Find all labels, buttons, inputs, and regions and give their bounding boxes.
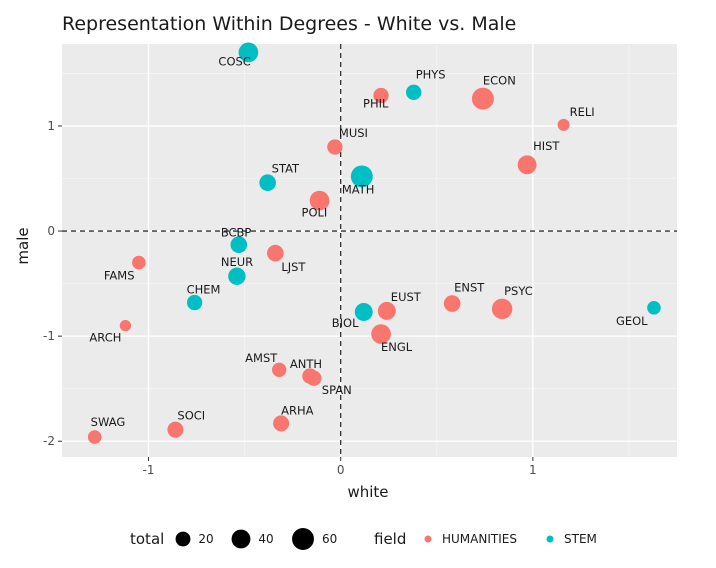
- point-label-enst: ENST: [454, 281, 485, 295]
- point-neur: [228, 267, 246, 285]
- point-span: [306, 370, 322, 386]
- legend: total 20 40 60 field HUMANITIES STEM: [130, 528, 597, 550]
- point-label-ljst: LJST: [281, 260, 306, 274]
- point-label-chem: CHEM: [187, 283, 221, 297]
- reference-lines: [62, 44, 677, 457]
- point-label-reli: RELI: [570, 105, 595, 119]
- point-amst: [271, 362, 287, 377]
- size-legend-label: 60: [322, 532, 337, 546]
- x-axis-ticks: -1 0 1: [143, 457, 537, 477]
- point-fams: [132, 255, 146, 270]
- point-label-econ: ECON: [483, 74, 516, 88]
- point-phys: [406, 84, 422, 101]
- point-label-hist: HIST: [533, 139, 560, 153]
- point-math: [350, 165, 373, 188]
- point-cosc: [238, 42, 259, 63]
- y-axis-ticks: -2 -1 0 1: [43, 119, 62, 448]
- point-label-swag: SWAG: [91, 415, 126, 429]
- point-label-cosc: COSC: [218, 54, 250, 68]
- size-legend: 20 40 60: [175, 528, 337, 550]
- point-geol: [647, 300, 661, 315]
- color-legend-key: [546, 535, 554, 543]
- y-axis-title: male: [14, 227, 32, 264]
- point-label-arha: ARHA: [281, 403, 314, 417]
- point-enst: [443, 295, 461, 312]
- size-legend-label: 20: [198, 532, 213, 546]
- point-label-phys: PHYS: [416, 67, 446, 81]
- point-label-biol: BIOL: [332, 316, 359, 330]
- major-gridlines: [62, 44, 677, 457]
- point-soci: [167, 421, 184, 438]
- point-label-geol: GEOL: [616, 314, 648, 328]
- size-legend-key: [292, 528, 314, 550]
- point-label-fams: FAMS: [104, 269, 135, 283]
- point-label-math: MATH: [342, 182, 375, 196]
- point-label-anth: ANTH: [290, 357, 322, 371]
- color-legend-key: [424, 535, 432, 543]
- point-label-neur: NEUR: [221, 255, 253, 269]
- x-tick-label: 1: [529, 463, 537, 477]
- point-label-amst: AMST: [245, 351, 278, 365]
- point-label-musi: MUSI: [339, 126, 368, 140]
- data-points: [87, 42, 661, 444]
- point-eust: [377, 301, 396, 320]
- point-labels: COSC PHYS PHIL ECON RELI MUSI HIST STAT MATH POLI…: [89, 54, 648, 429]
- point-label-bcbp: BCBP: [221, 226, 252, 240]
- point-phil: [373, 87, 389, 104]
- y-tick-label: 0: [47, 224, 55, 238]
- point-stat: [259, 174, 276, 192]
- size-legend-title: total: [130, 530, 164, 548]
- plot-panel: [62, 44, 677, 457]
- point-psyc: [491, 298, 513, 320]
- point-musi: [327, 139, 343, 155]
- x-tick-label: 0: [337, 463, 345, 477]
- point-label-span: SPAN: [322, 383, 352, 397]
- point-hist: [517, 155, 537, 175]
- point-label-psyc: PSYC: [504, 284, 533, 298]
- color-legend-label: HUMANITIES: [442, 532, 517, 546]
- color-legend: HUMANITIES STEM: [424, 532, 597, 546]
- size-legend-label: 40: [258, 532, 273, 546]
- point-label-engl: ENGL: [381, 340, 413, 354]
- chart-title: Representation Within Degrees - White vs…: [62, 13, 516, 35]
- x-axis-title: white: [347, 483, 388, 501]
- point-poli: [309, 190, 330, 211]
- y-tick-label: -2: [43, 434, 55, 448]
- x-tick-label: -1: [143, 463, 155, 477]
- point-reli: [557, 118, 570, 131]
- color-legend-label: STEM: [564, 532, 597, 546]
- y-tick-label: 1: [47, 119, 55, 133]
- point-arch: [119, 319, 132, 332]
- y-tick-label: -1: [43, 329, 55, 343]
- point-label-stat: STAT: [272, 162, 300, 176]
- point-bcbp: [230, 236, 248, 254]
- color-legend-title: field: [374, 530, 406, 548]
- point-swag: [87, 430, 102, 444]
- point-label-soci: SOCI: [177, 409, 205, 423]
- point-label-poli: POLI: [302, 206, 328, 220]
- point-biol: [354, 302, 373, 321]
- point-ljst: [267, 244, 284, 262]
- point-chem: [186, 294, 203, 311]
- point-label-eust: EUST: [391, 290, 422, 304]
- point-arha: [273, 415, 290, 432]
- size-legend-key: [231, 529, 251, 549]
- point-label-arch: ARCH: [89, 331, 121, 345]
- point-label-phil: PHIL: [363, 96, 389, 110]
- point-engl: [371, 324, 391, 344]
- point-econ: [471, 87, 494, 110]
- size-legend-key: [175, 531, 191, 547]
